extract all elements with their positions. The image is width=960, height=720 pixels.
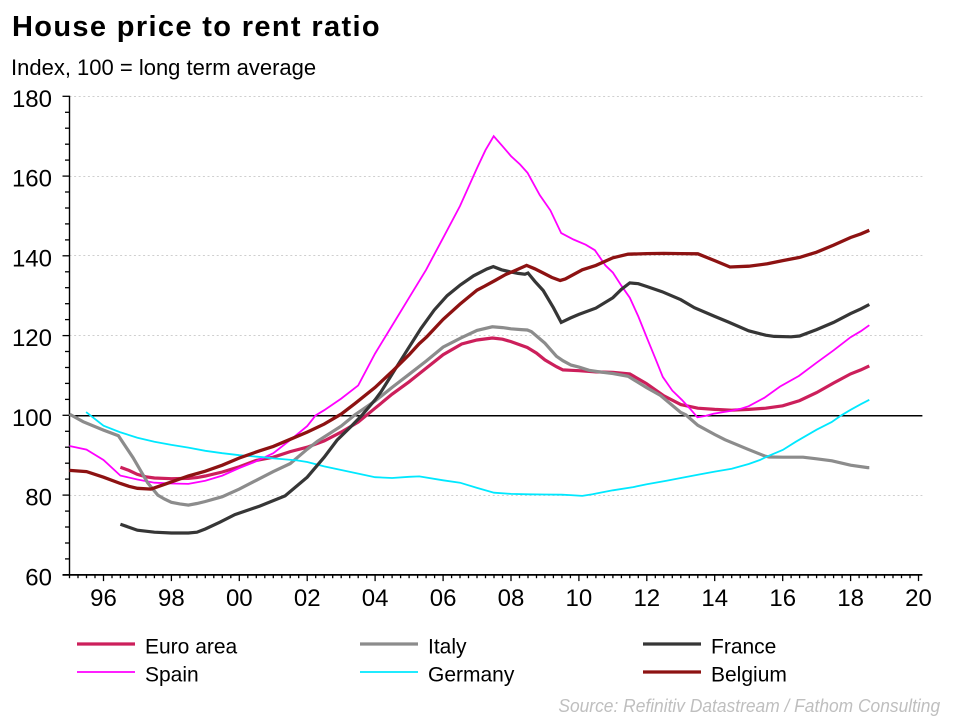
- svg-text:180: 180: [12, 86, 52, 113]
- svg-text:20: 20: [905, 585, 932, 612]
- svg-text:Belgium: Belgium: [711, 664, 787, 687]
- svg-text:60: 60: [25, 564, 52, 591]
- svg-text:80: 80: [25, 485, 52, 512]
- svg-text:12: 12: [633, 585, 660, 612]
- svg-text:Italy: Italy: [428, 636, 467, 659]
- svg-text:10: 10: [566, 585, 593, 612]
- svg-text:100: 100: [12, 405, 52, 432]
- svg-text:00: 00: [226, 585, 253, 612]
- svg-text:120: 120: [12, 325, 52, 352]
- svg-text:02: 02: [294, 585, 321, 612]
- svg-text:France: France: [711, 636, 776, 659]
- svg-text:18: 18: [837, 585, 864, 612]
- svg-text:04: 04: [362, 585, 389, 612]
- svg-text:140: 140: [12, 245, 52, 272]
- svg-text:16: 16: [769, 585, 796, 612]
- svg-text:96: 96: [90, 585, 117, 612]
- svg-text:08: 08: [498, 585, 525, 612]
- svg-text:Euro area: Euro area: [145, 636, 238, 659]
- svg-text:Spain: Spain: [145, 664, 199, 687]
- svg-text:160: 160: [12, 166, 52, 193]
- svg-text:14: 14: [701, 585, 728, 612]
- svg-text:98: 98: [158, 585, 185, 612]
- svg-text:Germany: Germany: [428, 664, 515, 687]
- svg-text:06: 06: [430, 585, 457, 612]
